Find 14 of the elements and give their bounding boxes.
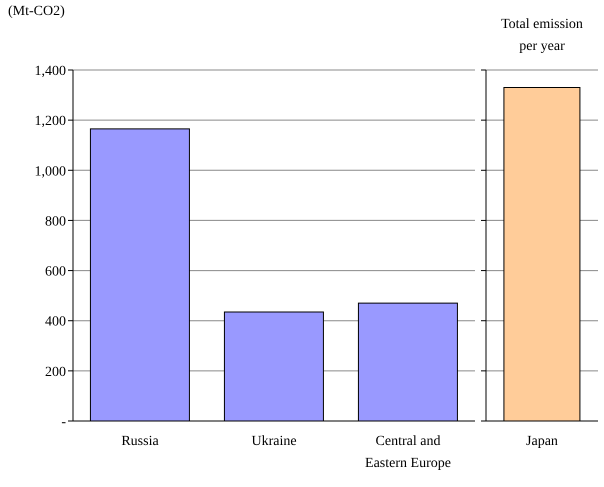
- y-tick-label: -: [61, 414, 66, 430]
- chart-title: Total emission per year: [500, 16, 584, 56]
- y-tick-label: 1,000: [34, 164, 66, 180]
- x-tick-label: Central and Eastern Europe: [365, 434, 451, 471]
- x-tick-label: Japan: [526, 434, 558, 449]
- x-tick-label: Ukraine: [251, 434, 297, 449]
- y-tick-label: 1,400: [34, 64, 66, 79]
- y-tick-label: 400: [45, 314, 66, 330]
- y-tick-label: 200: [45, 364, 66, 380]
- y-tick-label: 600: [45, 264, 66, 280]
- y-axis-title: (Mt-CO2): [8, 4, 65, 20]
- y-tick-label: 800: [45, 214, 66, 230]
- y-tick-label: 1,200: [34, 114, 66, 130]
- x-tick-label: Russia: [121, 434, 160, 449]
